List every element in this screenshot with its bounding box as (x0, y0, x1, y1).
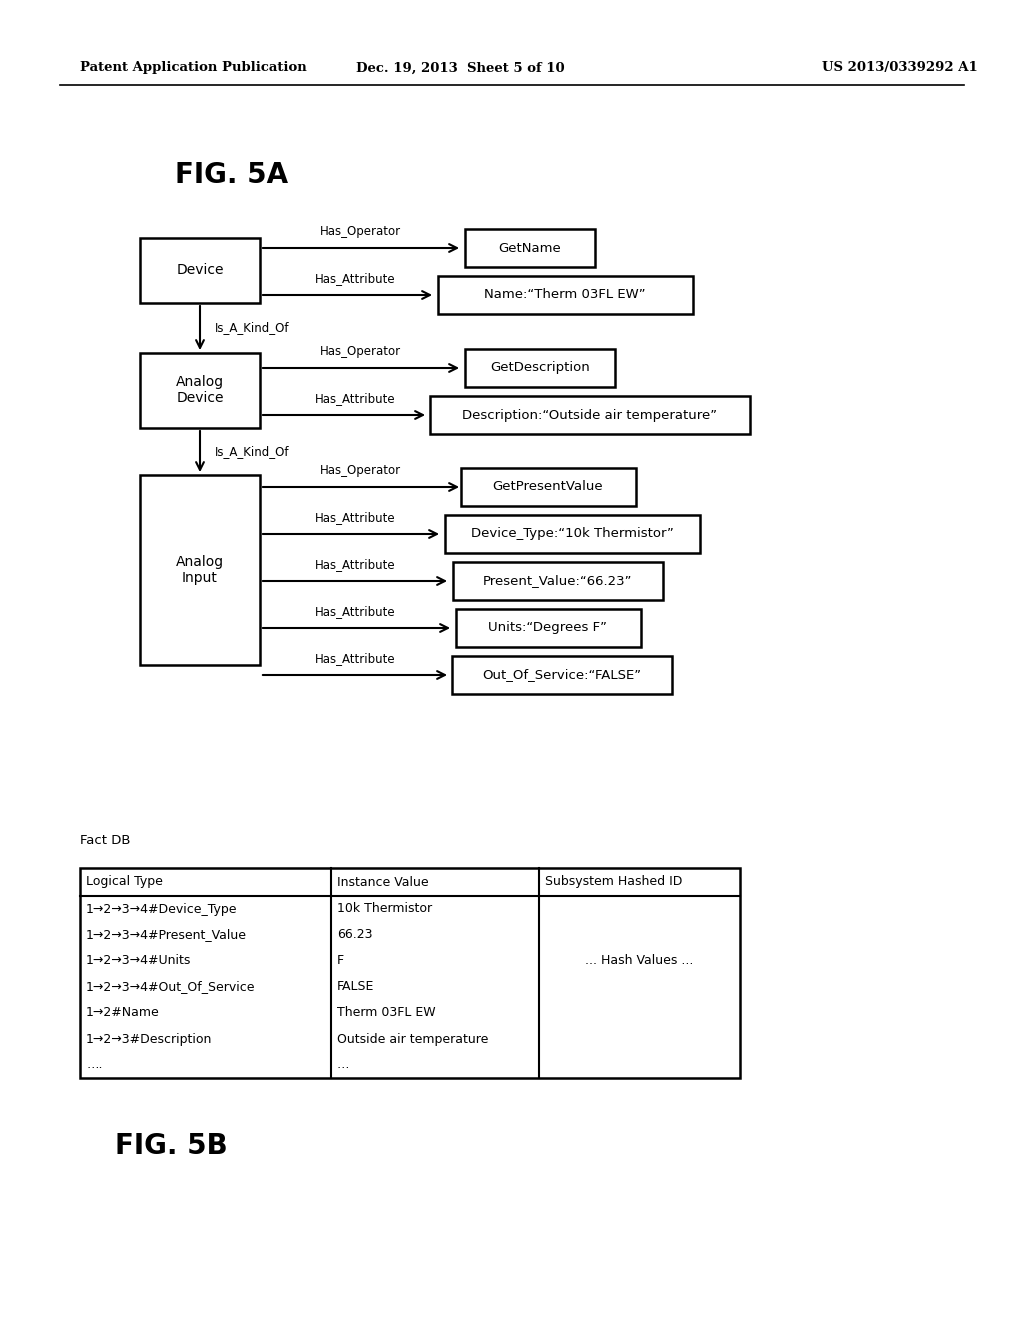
Text: FIG. 5A: FIG. 5A (175, 161, 288, 189)
Text: Present_Value:“66.23”: Present_Value:“66.23” (483, 574, 633, 587)
Text: FIG. 5B: FIG. 5B (115, 1133, 227, 1160)
Bar (140, 238, 260, 302)
Text: Is_A_Kind_Of: Is_A_Kind_Of (215, 446, 290, 458)
Text: Analog
Input: Analog Input (176, 554, 224, 585)
Bar (437, 276, 692, 314)
Bar (430, 396, 750, 434)
Text: Logical Type: Logical Type (86, 875, 163, 888)
Text: Has_Operator: Has_Operator (319, 345, 400, 358)
Text: 66.23: 66.23 (337, 928, 373, 941)
Text: ….: …. (86, 1059, 102, 1072)
Text: F: F (337, 954, 344, 968)
Text: GetDescription: GetDescription (490, 362, 590, 375)
Text: Subsystem Hashed ID: Subsystem Hashed ID (545, 875, 682, 888)
Bar (461, 469, 636, 506)
Text: Dec. 19, 2013  Sheet 5 of 10: Dec. 19, 2013 Sheet 5 of 10 (355, 62, 564, 74)
Text: Has_Attribute: Has_Attribute (314, 511, 395, 524)
Bar (465, 348, 615, 387)
Text: Has_Operator: Has_Operator (319, 465, 400, 477)
Bar (80, 869, 740, 1078)
Bar (444, 515, 699, 553)
Bar (140, 475, 260, 665)
Text: ... Hash Values ...: ... Hash Values ... (585, 954, 693, 968)
Bar (465, 228, 595, 267)
Text: …: … (337, 1059, 349, 1072)
Bar (456, 609, 640, 647)
Text: 1→2→3→4#Device_Type: 1→2→3→4#Device_Type (86, 903, 238, 916)
Bar (140, 352, 260, 428)
Text: Device: Device (176, 263, 224, 277)
Text: Has_Attribute: Has_Attribute (314, 272, 395, 285)
Text: 10k Thermistor: 10k Thermistor (337, 903, 432, 916)
Text: US 2013/0339292 A1: US 2013/0339292 A1 (822, 62, 978, 74)
Text: Has_Attribute: Has_Attribute (314, 392, 395, 405)
Text: Has_Operator: Has_Operator (319, 224, 400, 238)
Text: Name:“Therm 03FL EW”: Name:“Therm 03FL EW” (484, 289, 646, 301)
Text: 1→2→3→4#Units: 1→2→3→4#Units (86, 954, 191, 968)
Text: Has_Attribute: Has_Attribute (314, 558, 395, 572)
Text: Fact DB: Fact DB (80, 834, 130, 847)
Bar (453, 562, 663, 601)
Text: 1→2→3→4#Out_Of_Service: 1→2→3→4#Out_Of_Service (86, 981, 256, 994)
Text: 1→2→3→4#Present_Value: 1→2→3→4#Present_Value (86, 928, 247, 941)
Text: Has_Attribute: Has_Attribute (314, 652, 395, 665)
Text: GetPresentValue: GetPresentValue (493, 480, 603, 494)
Text: Description:“Outside air temperature”: Description:“Outside air temperature” (463, 408, 718, 421)
Text: Has_Attribute: Has_Attribute (314, 605, 395, 618)
Text: Is_A_Kind_Of: Is_A_Kind_Of (215, 322, 290, 334)
Text: 1→2#Name: 1→2#Name (86, 1006, 160, 1019)
Text: Device_Type:“10k Thermistor”: Device_Type:“10k Thermistor” (471, 528, 674, 540)
Text: Out_Of_Service:“FALSE”: Out_Of_Service:“FALSE” (482, 668, 642, 681)
Text: GetName: GetName (499, 242, 561, 255)
Text: Outside air temperature: Outside air temperature (337, 1032, 488, 1045)
Text: Analog
Device: Analog Device (176, 375, 224, 405)
Text: FALSE: FALSE (337, 981, 374, 994)
Text: 1→2→3#Description: 1→2→3#Description (86, 1032, 212, 1045)
Text: Patent Application Publication: Patent Application Publication (80, 62, 307, 74)
Text: Units:“Degrees F”: Units:“Degrees F” (488, 622, 607, 635)
Bar (452, 656, 672, 694)
Text: Instance Value: Instance Value (337, 875, 428, 888)
Text: Therm 03FL EW: Therm 03FL EW (337, 1006, 435, 1019)
